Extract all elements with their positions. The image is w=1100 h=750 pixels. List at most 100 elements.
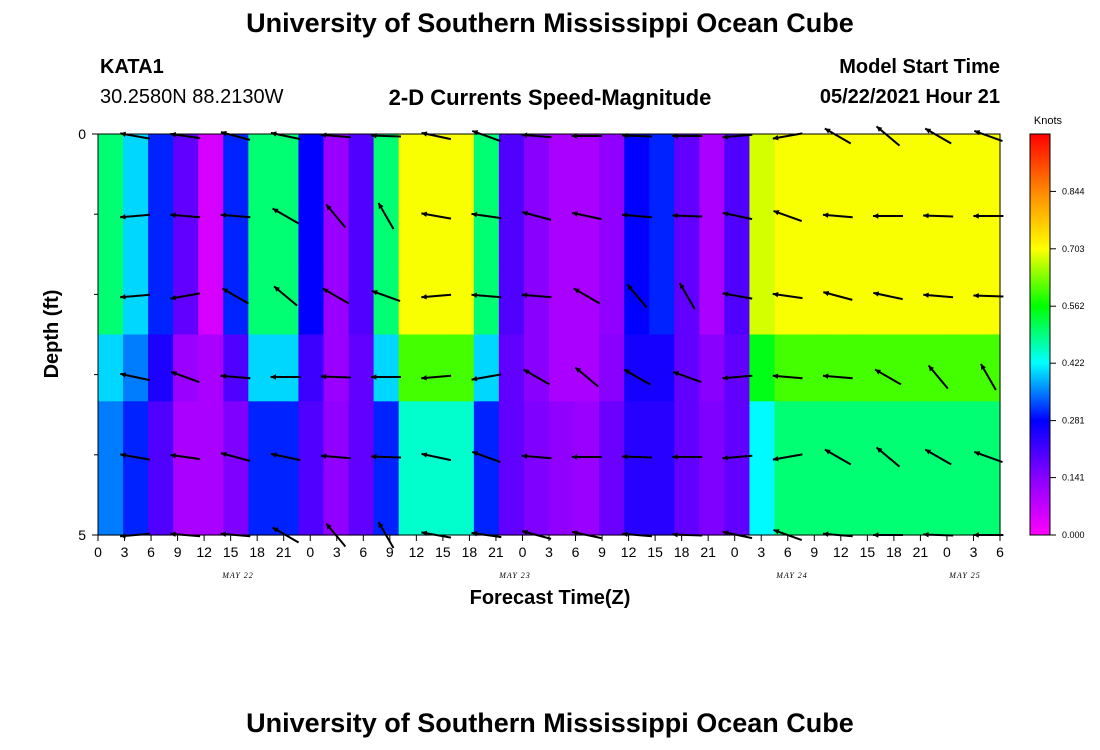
current-vector-head: [925, 449, 932, 455]
heatmap-cell: [173, 267, 199, 336]
current-vector-head: [521, 453, 528, 459]
heatmap-cell: [473, 267, 500, 336]
current-vector-head: [873, 213, 879, 219]
x-tick-label: 21: [276, 544, 292, 560]
x-tick-label: 0: [519, 544, 527, 560]
current-vector-head: [973, 213, 979, 219]
heatmap-cell: [624, 468, 650, 536]
heatmap-cell: [649, 134, 675, 202]
heatmap-cell: [173, 134, 199, 202]
heatmap-cell: [949, 468, 976, 536]
heatmap-cell: [473, 334, 500, 402]
heatmap-cell: [473, 401, 500, 469]
heatmap-cell: [649, 401, 675, 469]
current-vector-head: [823, 290, 830, 297]
heatmap-cell: [974, 200, 1001, 269]
heatmap-cell: [949, 134, 976, 202]
current-vector-head: [772, 373, 779, 379]
current-vector-head: [822, 531, 829, 537]
heatmap-cell: [774, 134, 801, 202]
heatmap-cell: [298, 468, 325, 536]
heatmap-cell: [98, 334, 124, 402]
heatmap-cell: [574, 468, 600, 536]
heatmap-cell: [924, 267, 951, 336]
current-vector-head: [371, 290, 378, 296]
heatmap-cell: [849, 334, 876, 402]
heatmap-cell: [674, 134, 700, 202]
heatmap-cell: [423, 134, 450, 202]
heatmap-cell: [298, 334, 325, 402]
colorbar-bar: [1029, 133, 1051, 536]
heatmap-cell: [498, 401, 525, 469]
heatmap-cell: [198, 267, 224, 336]
day-label: MAY 22: [221, 571, 254, 580]
heatmap-cell: [323, 134, 350, 202]
x-tick-label: 9: [174, 544, 182, 560]
current-vector-head: [873, 291, 880, 297]
x-tick-label: 9: [810, 544, 818, 560]
heatmap-cell: [724, 334, 751, 402]
heatmap-cell: [824, 401, 851, 469]
heatmap-cell: [373, 134, 400, 202]
heatmap-cell: [423, 468, 450, 536]
current-vector-head: [672, 133, 678, 139]
current-vector-head: [471, 292, 478, 298]
current-vector-head: [522, 210, 528, 217]
model-start-time: 05/22/2021 Hour 21: [819, 86, 1000, 108]
heatmap-cell: [348, 401, 375, 469]
colorbar-tick-label: 0.281: [1062, 416, 1085, 426]
heatmap-cell: [98, 267, 124, 336]
current-vector-head: [572, 211, 578, 217]
heatmap-cell: [398, 334, 425, 402]
heatmap-cell: [448, 468, 475, 536]
heatmap-cell: [348, 334, 375, 402]
x-tick-label: 3: [757, 544, 765, 560]
heatmap-cell: [749, 200, 776, 269]
heatmap-cell: [574, 401, 600, 469]
heatmap-cell: [273, 334, 300, 402]
current-vector-head: [326, 523, 332, 530]
current-vector-head: [923, 292, 929, 298]
current-vector-head: [120, 452, 126, 459]
current-vector-head: [722, 211, 729, 217]
heatmap-cell: [248, 200, 274, 269]
heatmap-cell: [599, 401, 625, 469]
x-tick-label: 18: [249, 544, 265, 560]
current-vector-head: [378, 203, 384, 210]
heatmap-cell: [398, 134, 425, 202]
heatmap-cell: [749, 334, 776, 402]
current-vector-head: [371, 453, 377, 460]
current-vector-head: [170, 212, 176, 218]
heatmap-cell: [348, 200, 375, 269]
heatmap-cell: [799, 334, 826, 402]
heatmap-cell: [523, 200, 550, 269]
station-coords: 30.2580N 88.2130W: [100, 86, 284, 108]
heatmap-cell: [549, 267, 575, 336]
current-vector-head: [822, 212, 829, 218]
heatmap-cell: [749, 468, 776, 536]
y-tick-label: 0: [78, 126, 86, 142]
heatmap-cell: [724, 468, 751, 536]
heatmap-cell: [724, 134, 751, 202]
colorbar-tick-label: 0.703: [1062, 244, 1085, 254]
heatmap-cell: [223, 200, 249, 269]
current-vector-head: [220, 451, 227, 458]
current-vector-head: [824, 128, 831, 134]
heatmap-cell: [373, 200, 400, 269]
day-label: MAY 23: [498, 571, 531, 580]
x-tick-label: 3: [545, 544, 553, 560]
current-vector-head: [925, 128, 932, 134]
current-vector-head: [722, 134, 729, 140]
heatmap-cell: [924, 334, 951, 402]
heatmap-cell: [949, 267, 976, 336]
heatmap-cell: [298, 200, 325, 269]
current-vector-head: [923, 212, 929, 219]
heatmap-cell: [874, 134, 901, 202]
current-vector-head: [471, 375, 478, 382]
current-vector-head: [222, 288, 229, 294]
current-vector-head: [274, 286, 280, 292]
heatmap-cell: [398, 267, 425, 336]
heatmap-cell: [674, 468, 700, 536]
heatmap-cell: [423, 267, 450, 336]
